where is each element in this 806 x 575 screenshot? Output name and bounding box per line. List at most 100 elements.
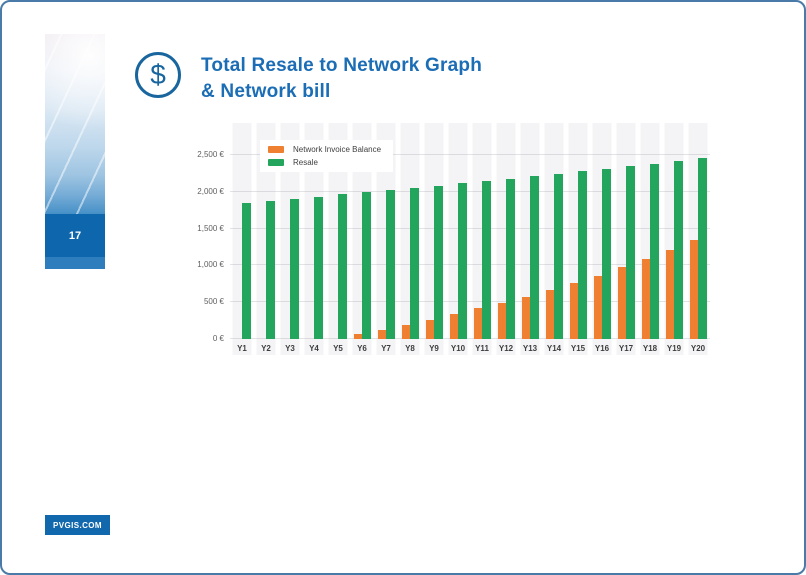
chart-column: Y16	[590, 123, 614, 355]
bar-group	[542, 173, 566, 339]
chart-column: Y1	[230, 123, 254, 355]
sidebar-accent-band	[45, 257, 105, 269]
bar-group	[662, 160, 686, 339]
resale-bar	[337, 194, 347, 339]
gridline	[230, 264, 710, 266]
x-axis-label: Y15	[570, 344, 586, 353]
x-axis-label: Y4	[309, 344, 319, 353]
resale-bar	[241, 202, 251, 339]
bar-group	[446, 183, 470, 339]
bar-group	[614, 166, 638, 339]
chart-column: Y12	[494, 123, 518, 355]
x-axis-label: Y10	[450, 344, 466, 353]
y-axis-label: 2,500 €	[197, 150, 224, 159]
legend-label: Resale	[293, 158, 318, 167]
x-axis-label: Y14	[546, 344, 562, 353]
x-axis-label: Y5	[333, 344, 343, 353]
bar-group	[590, 168, 614, 339]
network-invoice-balance-bar	[449, 313, 458, 339]
network-invoice-balance-bar	[593, 275, 602, 339]
chart-column: Y9	[422, 123, 446, 355]
chart-column: Y10	[446, 123, 470, 355]
resale-swatch	[268, 159, 284, 166]
network-invoice-balance-bar	[689, 240, 698, 339]
resale-bar	[601, 168, 611, 339]
chart-legend: Network Invoice Balance Resale	[260, 140, 394, 172]
x-axis-label: Y7	[381, 344, 391, 353]
network-invoice-balance-bar	[617, 267, 626, 339]
resale-bar	[505, 178, 515, 339]
x-axis-label: Y8	[405, 344, 415, 353]
x-axis-label: Y2	[261, 344, 271, 353]
resale-bar	[529, 176, 539, 339]
resale-bar	[673, 160, 683, 339]
network-invoice-balance-bar	[497, 302, 506, 339]
bar-group	[326, 194, 350, 339]
chart-column: Y13	[518, 123, 542, 355]
dollar-glyph: $	[150, 59, 166, 90]
x-axis-label: Y6	[357, 344, 367, 353]
resale-bar	[481, 180, 491, 339]
network-invoice-balance-bar	[401, 324, 410, 339]
page-title-line-1: Total Resale to Network Graph	[201, 55, 483, 76]
network-invoice-balance-bar	[545, 290, 554, 339]
bar-group	[374, 190, 398, 339]
network-invoice-balance-bar	[521, 296, 530, 339]
network-invoice-balance-bar	[473, 308, 482, 339]
chart-column: Y18	[638, 123, 662, 355]
sidebar-photo	[45, 34, 105, 214]
x-axis-label: Y3	[285, 344, 295, 353]
network-invoice-balance-bar	[641, 258, 650, 339]
bar-group	[398, 187, 422, 339]
chart-column: Y20	[686, 123, 710, 355]
chart-column: Y11	[470, 123, 494, 355]
network-invoice-balance-bar	[377, 329, 386, 339]
resale-bar	[625, 166, 635, 339]
bar-group	[350, 192, 374, 339]
network-invoice-balance-bar	[353, 334, 362, 339]
chart-column: Y17	[614, 123, 638, 355]
resale-bar	[553, 173, 563, 339]
y-axis-label: 0 €	[212, 334, 224, 343]
bar-group	[518, 176, 542, 339]
x-axis-label: Y13	[522, 344, 538, 353]
brand-label: PVGIS.COM	[53, 520, 102, 530]
page-number: 17	[68, 229, 82, 242]
chart-column: Y8	[398, 123, 422, 355]
x-axis-label: Y20	[690, 344, 706, 353]
legend-label: Network Invoice Balance	[293, 145, 382, 154]
bar-group	[566, 171, 590, 339]
y-axis-label: 1,000 €	[197, 260, 224, 270]
x-axis-label: Y19	[666, 344, 682, 353]
resale-bar	[409, 187, 419, 339]
x-axis-label: Y11	[475, 344, 489, 353]
chart-column: Y15	[566, 123, 590, 355]
resale-bar	[265, 200, 275, 339]
chart-column: Y14	[542, 123, 566, 355]
network-invoice-balance-bar	[425, 319, 434, 339]
page-number-badge: 17	[45, 214, 105, 257]
gridline	[230, 227, 710, 229]
x-axis-label: Y9	[429, 344, 439, 353]
bar-group	[638, 163, 662, 339]
resale-bar	[289, 198, 299, 339]
dollar-icon: $	[135, 52, 181, 98]
resale-bar	[433, 185, 443, 339]
gridline	[230, 338, 710, 339]
bar-group	[254, 200, 278, 339]
y-axis-label: 2,000 €	[197, 186, 224, 196]
x-axis-label: Y1	[237, 344, 247, 353]
legend-item: Resale	[268, 158, 381, 167]
resale-bar	[577, 171, 587, 339]
gridline	[230, 190, 710, 192]
resale-bar	[697, 158, 707, 339]
bar-chart: Y1 Y2 Y3 Y4 Y5 Y6 Y7 Y8 Y9 Y10 Y11 Y12 Y13 Y14 Y15 Y16 Y…	[230, 123, 710, 355]
bar-group	[470, 180, 494, 339]
page-title: Total Resale to Network Graph & Network …	[201, 53, 482, 105]
resale-bar	[313, 196, 323, 339]
network-invoice-balance-bar	[665, 249, 674, 339]
x-axis-label: Y18	[642, 344, 658, 353]
resale-bar	[649, 163, 659, 339]
plot-area: Y1 Y2 Y3 Y4 Y5 Y6 Y7 Y8 Y9 Y10 Y11 Y12 Y13 Y14 Y15 Y16 Y…	[230, 123, 710, 355]
